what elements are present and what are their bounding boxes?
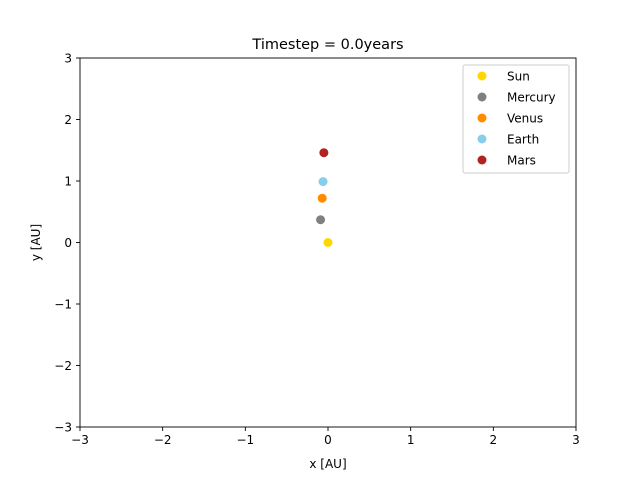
legend-marker-mercury — [477, 92, 487, 102]
x-axis: −3 −2 −1 0 1 2 3 — [71, 427, 580, 447]
y-axis-label: y [AU] — [29, 224, 43, 261]
x-tick-label: 2 — [490, 433, 498, 447]
legend: Sun Mercury Venus Earth Mars — [462, 64, 570, 174]
y-tick-label: −3 — [54, 421, 72, 435]
x-tick-label: −1 — [236, 433, 254, 447]
x-tick-label: −3 — [71, 433, 89, 447]
chart-title: Timestep = 0.0years — [251, 37, 403, 53]
point-sun — [323, 238, 333, 247]
x-tick-label: 1 — [407, 433, 415, 447]
y-tick-label: −2 — [54, 359, 72, 373]
y-tick-label: 1 — [64, 175, 72, 189]
legend-label-sun: Sun — [507, 70, 530, 84]
x-axis-label: x [AU] — [309, 457, 346, 471]
legend-label-earth: Earth — [507, 133, 539, 147]
x-tick-label: 0 — [324, 433, 332, 447]
legend-marker-venus — [477, 113, 487, 123]
point-venus — [317, 193, 327, 203]
legend-marker-sun — [477, 71, 487, 81]
data-points — [316, 148, 333, 247]
y-axis: −3 −2 −1 0 1 2 3 — [54, 52, 80, 435]
y-tick-label: 0 — [64, 236, 72, 250]
x-tick-label: −2 — [154, 433, 172, 447]
point-mars — [319, 148, 329, 158]
legend-label-mars: Mars — [507, 154, 536, 168]
y-tick-label: 2 — [64, 113, 72, 127]
legend-label-venus: Venus — [507, 112, 543, 126]
legend-marker-earth — [477, 134, 487, 144]
legend-marker-mars — [477, 155, 487, 165]
y-tick-label: 3 — [64, 52, 72, 66]
point-earth — [318, 177, 328, 187]
point-mercury — [316, 215, 326, 225]
x-tick-label: 3 — [572, 433, 580, 447]
legend-box — [462, 64, 570, 174]
legend-label-mercury: Mercury — [507, 91, 556, 105]
y-tick-label: −1 — [54, 298, 72, 312]
